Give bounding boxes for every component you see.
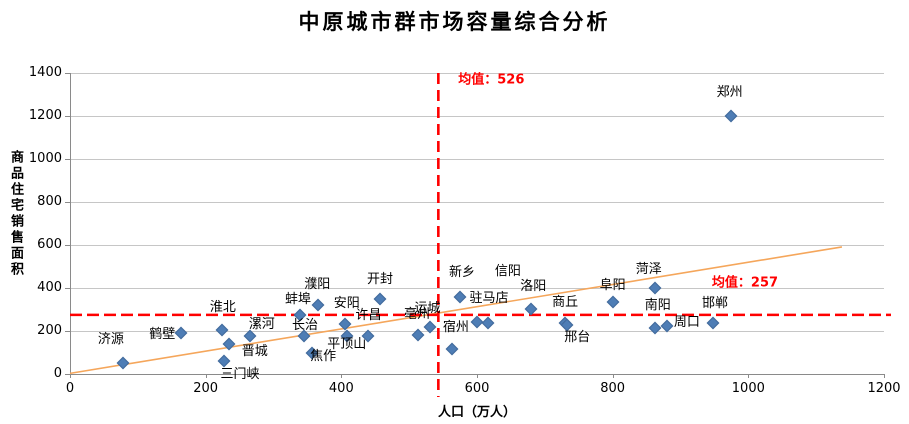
y-tick-label: 400 [37,280,62,295]
point-label-菏泽: 菏泽 [635,262,662,277]
mean-x-label: 均值：526 [458,72,525,88]
point-label-信阳: 信阳 [494,264,521,280]
point-label-周口: 周口 [673,315,700,331]
point-label-邢台: 邢台 [564,329,591,345]
point-label-开封: 开封 [366,271,393,287]
point-label-商丘: 商丘 [552,295,579,311]
point-label-洛阳: 洛阳 [520,279,547,295]
x-axis-tick [341,374,343,378]
y-tick-label: 1400 [28,65,62,80]
y-tick-label: 1000 [28,151,62,166]
y-axis-tick [65,374,70,375]
y-axis-tick [65,331,70,332]
point-label-宿州: 宿州 [442,320,469,336]
x-axis-tick [477,374,478,378]
point-label-许昌: 许昌 [355,307,382,323]
gridline [70,288,884,289]
point-label-漯河: 漯河 [248,316,275,332]
y-axis-tick [65,288,70,289]
point-label-阜阳: 阜阳 [599,277,626,293]
x-axis-tick [205,374,207,378]
gridline [70,331,884,332]
point-label-平顶山: 平顶山 [327,336,367,352]
x-tick-label: 200 [193,381,219,396]
point-label-驻马店: 驻马店 [469,290,509,306]
x-axis-tick [612,374,614,378]
point-label-郑州: 郑州 [716,85,743,100]
point-label-蚌埠: 蚌埠 [284,291,311,307]
x-tick-label: 1000 [731,381,765,396]
y-axis-tick [65,245,70,246]
point-label-濮阳: 濮阳 [304,277,331,293]
x-axis-line [70,374,884,375]
x-axis-title: 人口（万人） [437,405,516,420]
y-axis-tick [65,116,70,117]
gridline [70,202,884,203]
x-axis-tick [70,374,71,378]
x-axis-tick [884,374,885,378]
trend-line [69,246,843,375]
point-label-安阳: 安阳 [333,295,360,311]
y-tick-label: 800 [37,194,62,209]
y-tick-label: 600 [37,237,62,252]
gridline [70,159,884,160]
x-tick-label: 400 [328,381,354,396]
point-label-南阳: 南阳 [644,297,671,313]
y-axis-title: 商品住宅销售面积 [8,150,23,278]
point-label-三门峡: 三门峡 [220,367,260,383]
y-axis-line [70,73,71,374]
y-tick-label: 200 [37,323,62,338]
y-tick-label: 0 [53,366,62,381]
x-tick-label: 600 [464,381,490,396]
point-label-运城: 运城 [414,300,441,316]
point-label-鹤壁: 鹤壁 [149,327,176,343]
point-label-济源: 济源 [97,332,124,348]
x-tick-label: 1200 [867,381,901,396]
point-label-邯郸: 邯郸 [702,296,729,312]
point-label-长治: 长治 [292,317,319,333]
x-tick-label: 800 [600,381,626,396]
gridline [70,73,884,74]
point-label-焦作: 焦作 [310,348,337,364]
y-axis-tick [65,202,70,203]
gridline [70,116,884,117]
point-label-晋城: 晋城 [241,343,268,359]
gridline [70,245,884,246]
mean-y-label: 均值：257 [711,275,779,291]
point-label-淮北: 淮北 [209,299,236,315]
y-axis-tick [65,73,70,74]
y-axis-tick [65,159,70,160]
chart-title: 中原城市群市场容量综合分析 [298,9,611,34]
x-axis-tick [748,374,750,378]
point-label-新乡: 新乡 [449,265,476,281]
x-tick-label: 0 [65,381,75,396]
y-tick-label: 1200 [28,108,62,123]
point-label-亳州: 亳州 [403,307,430,323]
